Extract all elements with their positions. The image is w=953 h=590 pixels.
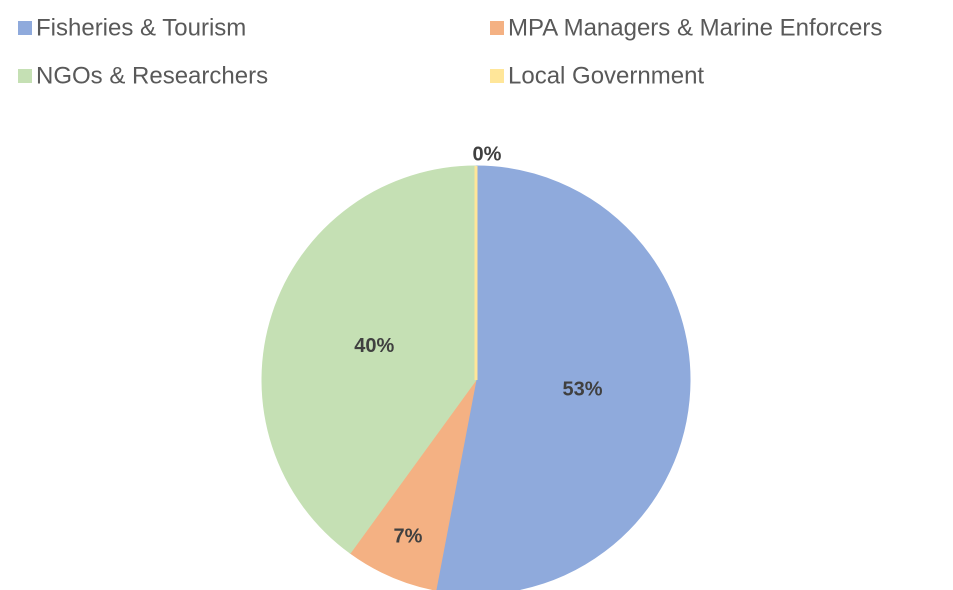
data-label: 40%	[354, 335, 394, 357]
data-label: 53%	[563, 378, 603, 400]
legend-label: Fisheries & Tourism	[36, 14, 246, 41]
legend-swatch	[490, 21, 504, 35]
legend-swatch	[18, 69, 32, 83]
legend-label: Local Government	[508, 62, 704, 89]
pie-slice	[435, 165, 691, 590]
pie-slice	[261, 165, 477, 554]
data-labels: 53% 7% 40% 0%	[354, 144, 603, 548]
legend-label: NGOs & Researchers	[36, 62, 268, 89]
legend-label: MPA Managers & Marine Enforcers	[508, 14, 882, 41]
legend: Fisheries & Tourism MPA Managers & Marine…	[18, 14, 882, 89]
data-label: 7%	[394, 525, 423, 547]
pie	[261, 165, 691, 590]
legend-swatch	[18, 21, 32, 35]
legend-swatch	[490, 69, 504, 83]
data-label: 0%	[473, 144, 502, 166]
